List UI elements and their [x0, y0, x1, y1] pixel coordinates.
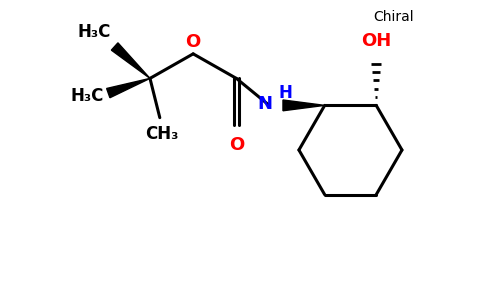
Text: O: O	[229, 136, 244, 154]
Text: OH: OH	[362, 32, 392, 50]
Text: H₃C: H₃C	[71, 87, 105, 105]
Text: CH₃: CH₃	[146, 125, 179, 143]
Text: H₃C: H₃C	[77, 22, 111, 40]
Text: Chiral: Chiral	[373, 10, 414, 24]
Polygon shape	[283, 100, 325, 111]
Text: N: N	[257, 95, 272, 113]
Polygon shape	[106, 78, 150, 98]
Text: H: H	[278, 84, 292, 102]
Text: O: O	[185, 33, 200, 51]
Polygon shape	[111, 43, 150, 78]
